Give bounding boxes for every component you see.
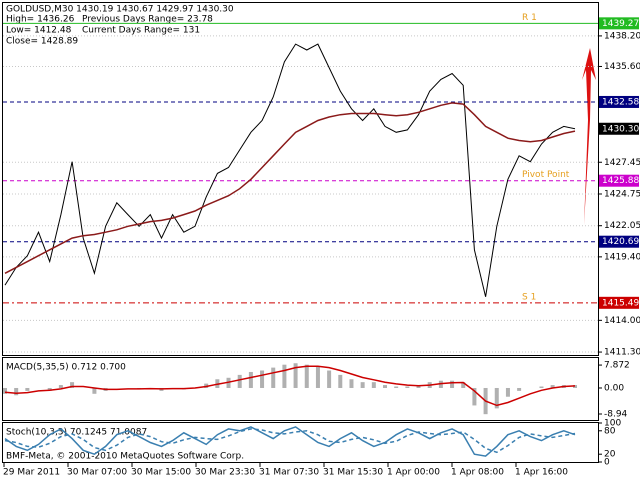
macd-pane-frame (2, 357, 599, 421)
histogram-bar (450, 380, 455, 388)
level-tag (599, 174, 639, 187)
histogram-bar (248, 371, 253, 388)
histogram-bar (494, 387, 499, 409)
level-label: 1439.27 (602, 19, 639, 29)
histogram-bar (14, 387, 19, 396)
chart-title: GOLDUSD,M30 1430.19 1430.67 1429.97 1430… (6, 5, 234, 15)
stat: Current Days Range= 131 (82, 26, 200, 36)
histogram-bar (70, 382, 75, 388)
level-tag (599, 235, 639, 248)
y-tick-label: 1435.60 (604, 62, 640, 72)
histogram-bar (327, 370, 332, 388)
level-label: 1420.69 (602, 237, 639, 247)
red-arrow (582, 48, 596, 225)
histogram-bar (405, 386, 410, 388)
stat: Low= 1412.48 (6, 26, 72, 36)
x-tick-label: 1 Apr 00:00 (387, 468, 440, 478)
histogram-bar (539, 386, 544, 388)
series-line (4, 426, 576, 457)
y-tick-label: 7.872 (604, 361, 630, 371)
histogram-bar (416, 385, 421, 388)
stoch-pane-frame (2, 422, 599, 463)
level-tag (599, 296, 639, 309)
level-name: R 1 (522, 13, 537, 23)
level-label: 1430.30 (602, 124, 639, 134)
level-tag (599, 95, 639, 108)
y-tick-label: 20 (604, 450, 616, 460)
histogram-bar (360, 382, 365, 388)
histogram-bar (304, 364, 309, 388)
histogram-bar (3, 387, 7, 394)
series-line (4, 102, 576, 274)
level-tag (599, 17, 639, 30)
histogram-bar (25, 387, 30, 391)
histogram-bar (282, 364, 287, 388)
y-tick-label: 1438.20 (604, 31, 640, 41)
macd-title: MACD(5,35,5) 0.712 0.700 (6, 363, 126, 373)
histogram-bar (293, 363, 298, 388)
histogram-bar (472, 387, 477, 406)
histogram-bar (260, 370, 265, 388)
x-tick-label: 31 Mar 15:30 (323, 468, 383, 478)
x-tick-label: 29 Mar 2011 (3, 468, 60, 478)
x-tick-label: 1 Apr 16:00 (515, 468, 568, 478)
y-tick-label: 80 (604, 426, 616, 436)
histogram-bar (371, 382, 376, 388)
y-tick-label: 0.00 (604, 383, 624, 393)
histogram-bar (92, 387, 97, 394)
level-label: 1425.88 (602, 176, 639, 186)
histogram-bar (237, 374, 242, 388)
y-tick-label: -8.94 (604, 410, 628, 420)
series-line (4, 428, 576, 454)
histogram-bar (338, 374, 343, 388)
histogram-bar (271, 367, 276, 388)
x-tick-label: 30 Mar 23:30 (195, 468, 255, 478)
x-tick-label: 1 Apr 08:00 (451, 468, 504, 478)
x-tick-label: 30 Mar 07:00 (67, 468, 127, 478)
level-label: 1415.49 (602, 298, 639, 308)
histogram-bar (58, 385, 63, 388)
main-pane-frame (2, 2, 599, 356)
histogram-bar (394, 386, 399, 388)
histogram-bar (315, 366, 320, 388)
stoch-title: Stoch(10,3,3) 70.1245 71.0087 (6, 428, 147, 438)
histogram-bar (461, 382, 466, 388)
y-tick-label: 1422.05 (604, 221, 640, 231)
histogram-bar (47, 387, 52, 391)
histogram-bar (517, 387, 522, 391)
histogram-bar (550, 385, 555, 388)
level-label: 1432.58 (602, 97, 639, 107)
histogram-bar (349, 379, 354, 388)
level-tag (599, 122, 639, 135)
y-tick-label: 1427.45 (604, 158, 640, 168)
series-line (4, 365, 576, 407)
y-tick-label: 1414.00 (604, 316, 640, 326)
y-tick-label: 1424.75 (604, 189, 640, 199)
stat: High= 1436.26 (6, 15, 75, 25)
y-tick-label: 100 (604, 419, 621, 429)
y-tick-label: 0 (604, 458, 610, 468)
y-tick-label: 1419.40 (604, 252, 640, 262)
histogram-bar (383, 385, 387, 388)
stat: Close= 1428.89 (6, 37, 78, 47)
level-name: S 1 (522, 292, 536, 302)
x-tick-label: 30 Mar 15:00 (131, 468, 191, 478)
y-tick-label: 1411.30 (604, 348, 640, 358)
copyright: BMF-Meta, © 2001-2010 MetaQuotes Softwar… (6, 452, 244, 462)
series-line (4, 43, 576, 297)
stat: Previous Days Range= 23.78 (82, 15, 213, 25)
histogram-bar (505, 387, 510, 397)
x-tick-label: 31 Mar 07:30 (259, 468, 319, 478)
level-name: Pivot Point (522, 170, 570, 180)
